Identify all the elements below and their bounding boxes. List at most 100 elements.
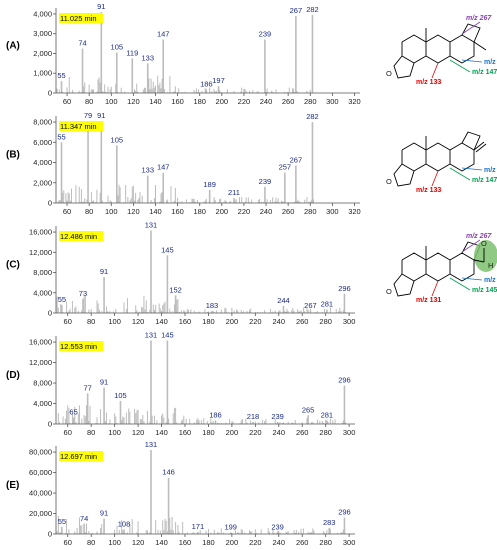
- fragment-arrow: [461, 59, 483, 63]
- peak-label: 282: [306, 5, 319, 14]
- exomethylene-bond: [475, 143, 487, 153]
- y-tick-label: 12,000: [29, 248, 52, 257]
- peak-label: 73: [79, 289, 87, 298]
- y-tick-label: 16,000: [29, 228, 52, 237]
- ring-b: [425, 34, 451, 64]
- x-tick-label: 140: [155, 428, 168, 437]
- peak-label: 105: [111, 42, 124, 51]
- peak-label: 91: [97, 111, 105, 120]
- x-tick-label: 240: [273, 538, 286, 547]
- x-tick-label: 280: [319, 317, 332, 326]
- fragment-label: m/z 161: [484, 59, 497, 66]
- peak-label: 171: [192, 522, 205, 531]
- y-tick-label: 20,000: [29, 509, 52, 518]
- x-tick-label: 100: [108, 317, 121, 326]
- x-tick-label: 220: [238, 97, 251, 106]
- x-tick-label: 100: [105, 97, 118, 106]
- peak-label: 55: [57, 132, 65, 141]
- x-tick-label: 180: [202, 538, 215, 547]
- peak-label: 186: [209, 410, 222, 419]
- chemical-structure: Om/z 267 m/z 161 m/z 147 m/z 133: [386, 15, 497, 86]
- fragment-label: m/z 133: [416, 79, 441, 86]
- peak-label: 145: [161, 331, 174, 340]
- peak-label: 131: [145, 221, 158, 230]
- oxygen-atom: O: [386, 69, 392, 78]
- retention-time-badge: 11.025 min: [59, 13, 103, 23]
- x-tick-label: 240: [273, 317, 286, 326]
- ring-a: [401, 142, 427, 172]
- fragment-arrow: [431, 280, 439, 297]
- y-tick-label: 4,000: [33, 158, 52, 167]
- x-tick-label: 80: [87, 317, 95, 326]
- x-tick-label: 160: [171, 207, 184, 216]
- panel-label: (C): [6, 260, 20, 271]
- ring-b: [425, 252, 451, 282]
- fragment-arrow: [449, 277, 471, 291]
- aldehyde-highlight: [474, 240, 497, 272]
- x-tick-label: 220: [249, 428, 262, 437]
- spectrum-panel-c: (C) 55 73 91 131 145 152 183 244 267 281 296 0 4,000 8…: [6, 221, 497, 326]
- peak-label: 91: [100, 378, 108, 387]
- x-tick-label: 200: [226, 538, 239, 547]
- x-tick-label: 120: [132, 538, 145, 547]
- peak-label: 265: [302, 405, 315, 414]
- exomethylene-bond: [473, 141, 485, 151]
- y-tick-label: 4,000: [33, 288, 52, 297]
- oxygen-atom: O: [386, 287, 392, 296]
- peak-label: 239: [271, 522, 284, 531]
- retention-time-badge: 12.486 min: [59, 231, 103, 241]
- x-tick-label: 180: [193, 207, 206, 216]
- fragment-arrow: [449, 167, 471, 181]
- x-tick-label: 80: [85, 207, 93, 216]
- y-tick-label: 0: [48, 420, 52, 429]
- x-tick-label: 300: [343, 428, 356, 437]
- x-tick-label: 160: [179, 317, 192, 326]
- y-tick-label: 40,000: [29, 489, 52, 498]
- fragment-arrow: [461, 21, 481, 35]
- retention-time-label: 12.553 min: [60, 342, 97, 351]
- peak-label: 91: [100, 509, 108, 518]
- x-tick-label: 260: [282, 97, 295, 106]
- peak-label: 74: [80, 514, 88, 523]
- ring-d: [461, 23, 481, 43]
- x-tick-label: 140: [149, 97, 162, 106]
- peak-label: 147: [157, 30, 170, 39]
- retention-time-highlight: [59, 121, 103, 131]
- x-tick-label: 180: [202, 428, 215, 437]
- ring-a: [401, 34, 427, 64]
- retention-time-label: 11.025 min: [60, 14, 97, 23]
- x-tick-label: 320: [348, 97, 361, 106]
- fragment-arrow: [461, 239, 481, 253]
- peak-label: 296: [338, 284, 351, 293]
- retention-time-label: 11.347 min: [60, 122, 97, 131]
- fragment-arrow: [449, 59, 471, 73]
- retention-time-highlight: [59, 341, 103, 351]
- x-tick-label: 240: [260, 207, 273, 216]
- peak-label: 239: [259, 177, 272, 186]
- fragment-label: m/z 267: [466, 15, 492, 22]
- panel-label: (B): [6, 150, 20, 161]
- peak-label: 147: [157, 163, 170, 172]
- peak-label: 77: [83, 383, 91, 392]
- peak-label: 199: [224, 522, 237, 531]
- peak-label: 79: [84, 111, 92, 120]
- methyl-bond: [473, 41, 487, 51]
- peak-label: 186: [200, 79, 213, 88]
- peak-label: 145: [161, 245, 174, 254]
- x-tick-label: 300: [343, 317, 356, 326]
- x-tick-label: 260: [296, 317, 309, 326]
- y-tick-label: 2,000: [33, 178, 52, 187]
- x-tick-label: 140: [155, 317, 168, 326]
- peak-label: 282: [306, 112, 319, 121]
- x-tick-label: 140: [149, 207, 162, 216]
- peak-label: 267: [290, 6, 303, 15]
- x-tick-label: 280: [319, 538, 332, 547]
- ring-c: [449, 142, 475, 172]
- fragment-arrow: [461, 167, 483, 171]
- x-tick-label: 180: [193, 97, 206, 106]
- chemical-structure: Om/z 161 m/z 147 m/z 133: [386, 131, 497, 194]
